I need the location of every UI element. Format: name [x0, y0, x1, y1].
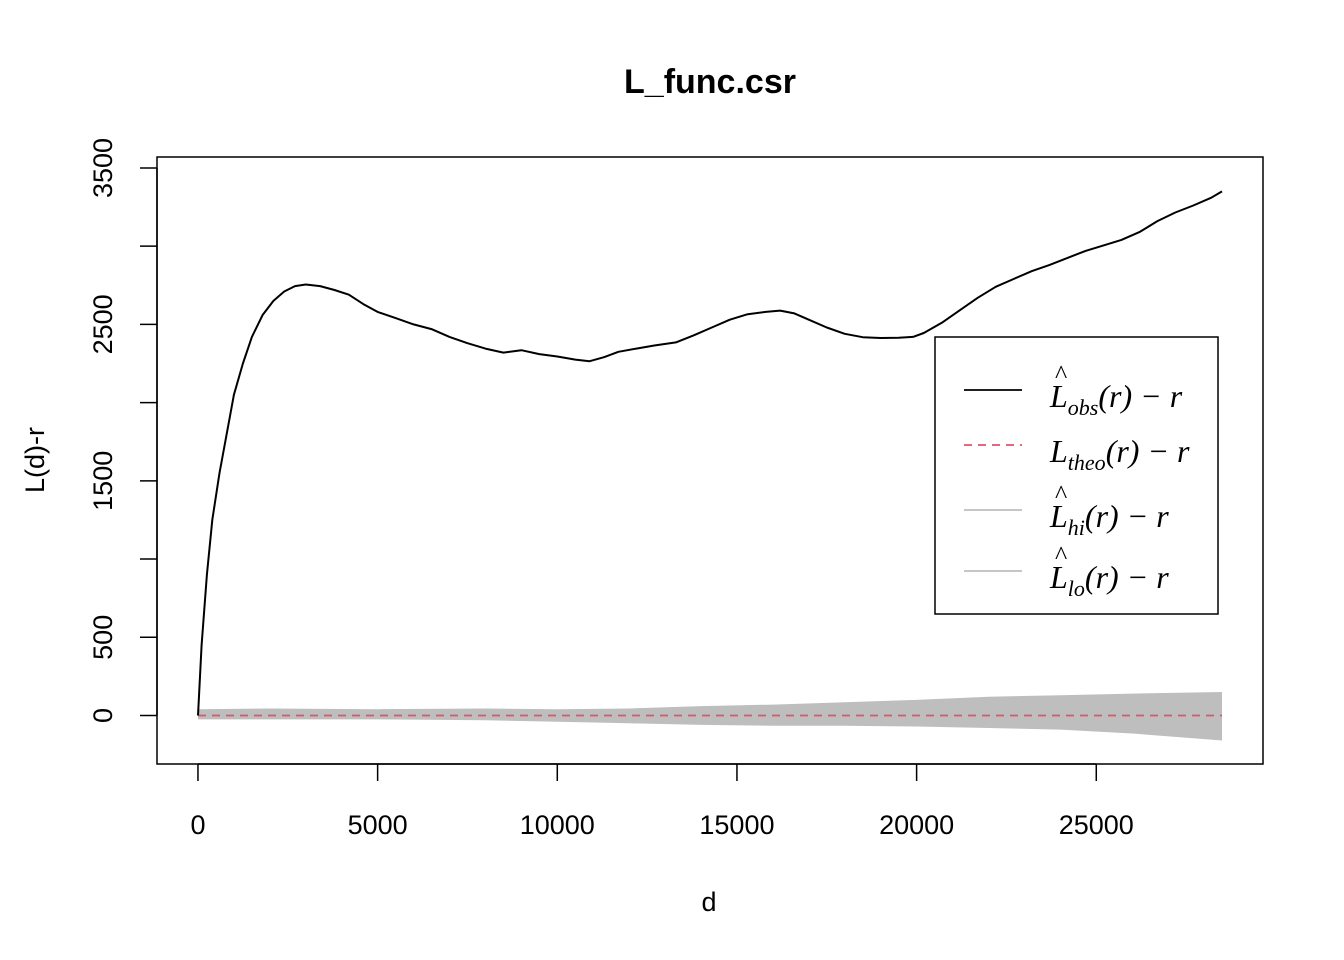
x-tick-label: 10000 — [520, 810, 595, 840]
y-axis-label: L(d)-r — [20, 427, 50, 493]
legend-box — [934, 336, 1219, 615]
legend-label-obs: Lobs(r) − r — [1049, 378, 1183, 420]
x-tick-label: 15000 — [699, 810, 774, 840]
x-axis-label: d — [701, 887, 716, 917]
y-tick-label: 2500 — [88, 294, 118, 354]
y-tick-label: 0 — [88, 708, 118, 723]
x-tick-label: 0 — [190, 810, 205, 840]
x-tick-label: 20000 — [879, 810, 954, 840]
x-tick-label: 5000 — [348, 810, 408, 840]
x-axis: 0 5000 10000 15000 20000 25000 — [190, 763, 1134, 840]
series-line-obs — [197, 190, 1223, 716]
legend-label-lo: Llo(r) − r — [1049, 559, 1169, 601]
legend-hat: ^ — [1055, 480, 1067, 509]
chart-title: L_func.csr — [624, 63, 796, 101]
y-axis: 0 500 1500 2500 3500 — [88, 138, 158, 723]
legend-hat: ^ — [1055, 360, 1067, 389]
legend-hat: ^ — [1055, 541, 1067, 570]
y-tick-label: 3500 — [88, 138, 118, 198]
x-tick-label: 25000 — [1059, 810, 1134, 840]
y-tick-label: 500 — [88, 615, 118, 660]
legend-label-hi: Lhi(r) − r — [1049, 498, 1169, 540]
y-tick-label: 1500 — [88, 451, 118, 511]
legend-label-theo: Ltheo(r) − r — [1049, 433, 1190, 475]
